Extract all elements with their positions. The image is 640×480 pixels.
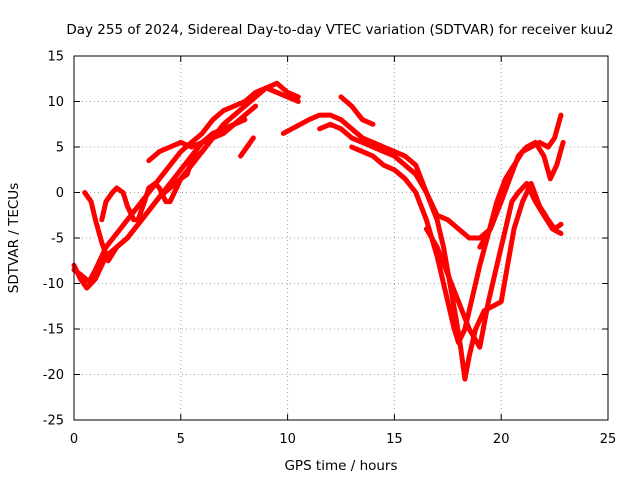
x-tick-label: 0 (70, 432, 78, 447)
series-arc-7 (280, 112, 493, 241)
series-arc-2 (71, 85, 301, 285)
axis-ticks (73, 55, 609, 421)
series-arc-9 (338, 94, 376, 127)
y-tick-label: 5 (56, 141, 64, 156)
series-arc-12 (477, 139, 566, 250)
x-tick-label: 20 (493, 432, 510, 447)
grid (74, 56, 608, 420)
x-axis-label: GPS time / hours (284, 458, 397, 474)
series-arc-8 (317, 121, 564, 382)
x-tick-labels: 0 5 10 15 20 25 (70, 432, 616, 447)
series-arc-11 (423, 180, 564, 350)
y-tick-label: 0 (56, 186, 64, 201)
x-tick-label: 10 (279, 432, 296, 447)
chart-title: Day 255 of 2024, Sidereal Day-to-day VTE… (66, 22, 613, 38)
series-arc-4 (99, 126, 226, 223)
y-axis-label: SDTVAR / TECUs (6, 183, 22, 293)
y-tick-label: 10 (47, 95, 64, 110)
y-tick-label: -5 (51, 232, 64, 247)
series-arc-5 (146, 117, 248, 164)
x-tick-label: 25 (600, 432, 617, 447)
y-tick-label: -20 (43, 368, 64, 383)
y-tick-labels: -25 -20 -15 -10 -5 0 5 10 15 (43, 50, 64, 429)
x-tick-label: 15 (386, 432, 403, 447)
y-tick-label: -10 (43, 277, 64, 292)
y-tick-label: -25 (43, 414, 64, 429)
data-traces (71, 80, 566, 382)
y-tick-label: 15 (47, 50, 64, 65)
y-tick-label: -15 (43, 323, 64, 338)
series-arc-6 (238, 135, 256, 159)
x-tick-label: 5 (177, 432, 185, 447)
